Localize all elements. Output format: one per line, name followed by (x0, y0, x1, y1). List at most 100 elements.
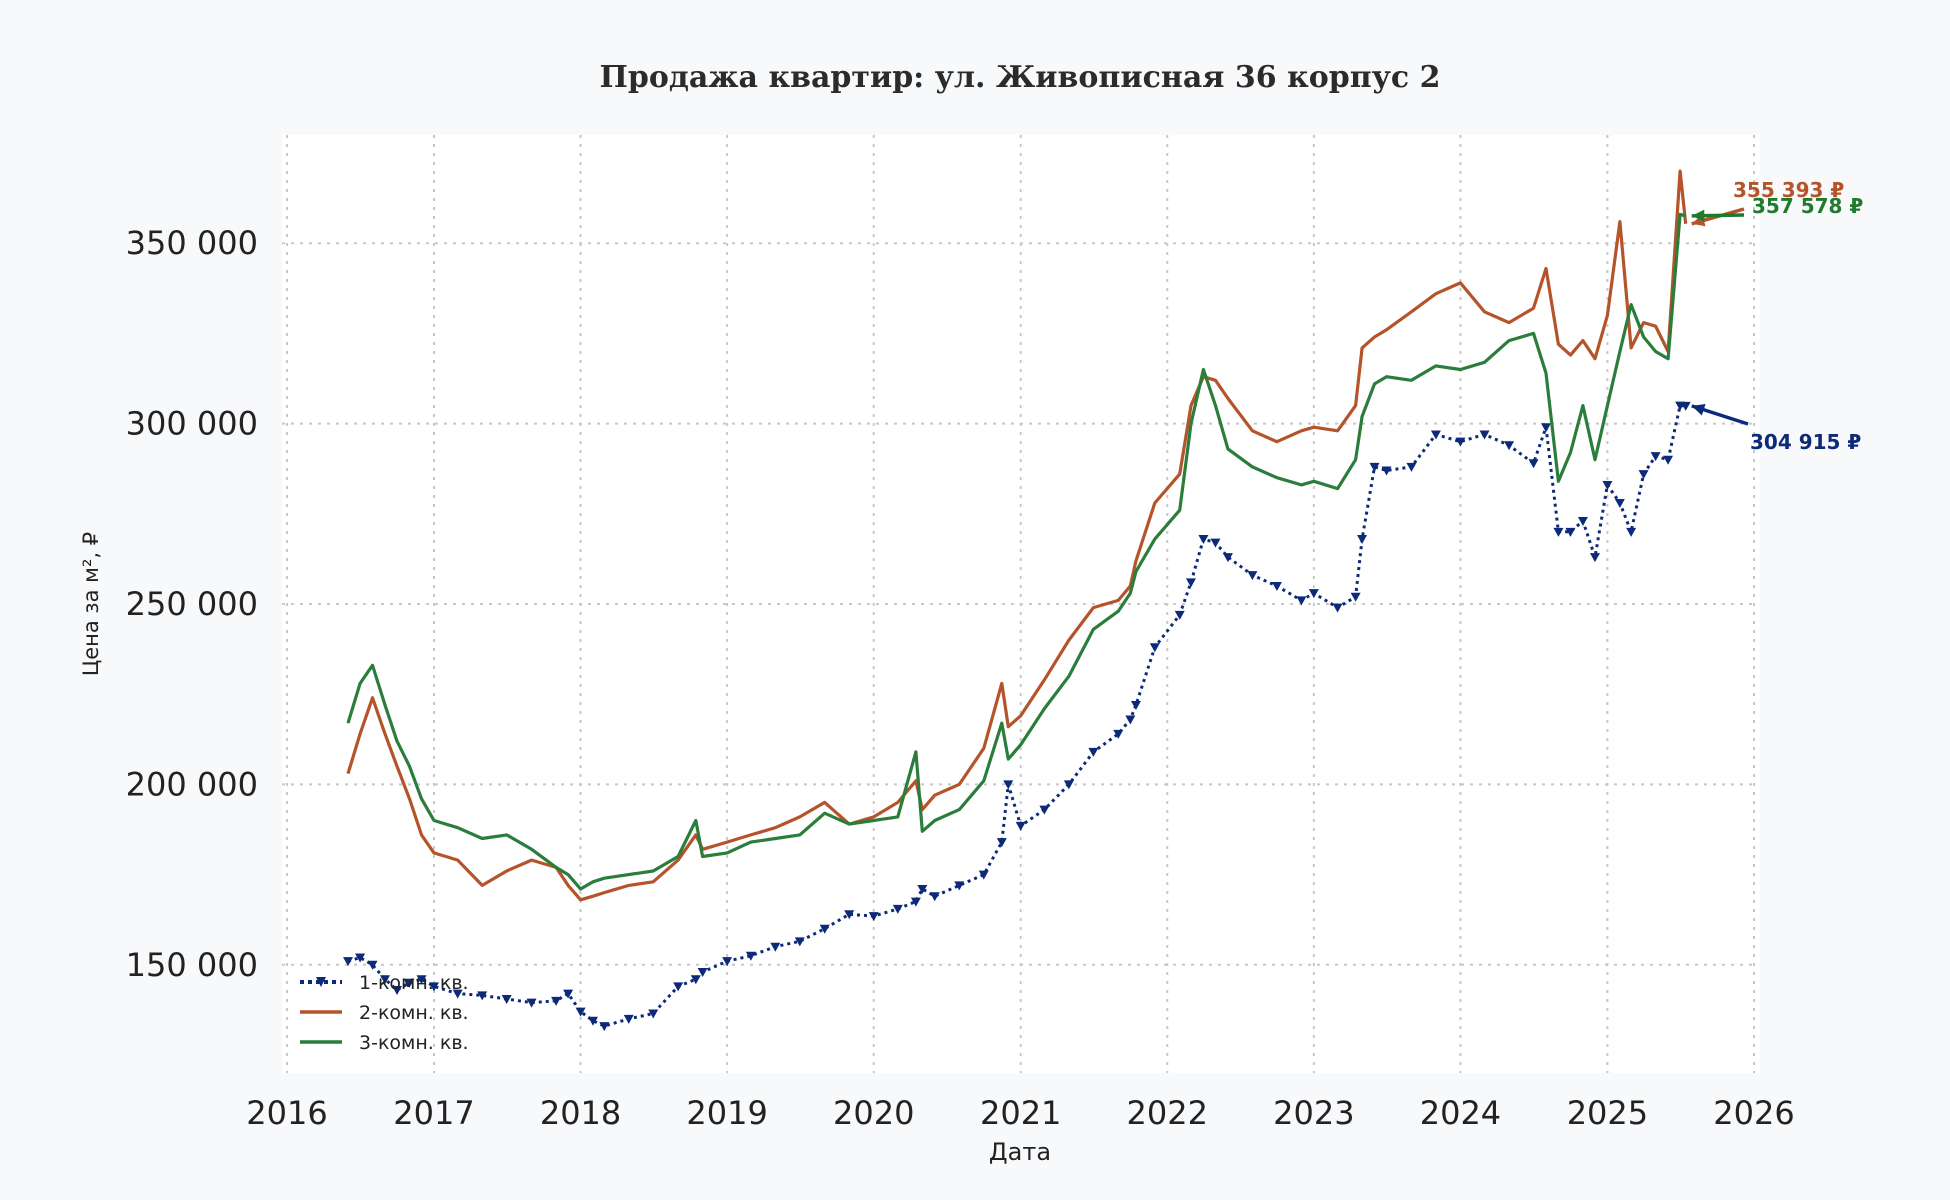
data-point-marker (1088, 747, 1099, 757)
data-point-marker (1113, 729, 1124, 739)
data-point-marker (1015, 821, 1026, 831)
data-point-marker (1369, 462, 1380, 472)
data-point-marker (1626, 527, 1637, 537)
data-point-marker (1650, 452, 1661, 462)
x-tick-label: 2022 (1127, 1094, 1208, 1132)
data-point-marker (648, 1009, 659, 1019)
legend-label: 3-комн. кв. (359, 1032, 469, 1054)
data-point-marker (1149, 643, 1160, 653)
data-point-marker (1350, 592, 1361, 602)
data-point-marker (1063, 780, 1074, 790)
legend-label: 2-комн. кв. (359, 1002, 469, 1024)
legend-marker (316, 977, 326, 987)
data-point-marker (1210, 538, 1221, 548)
data-point-marker (1602, 480, 1613, 490)
data-point-marker (379, 975, 390, 985)
data-point-marker (1614, 498, 1625, 508)
x-tick-label: 2018 (540, 1094, 621, 1132)
y-tick-label: 150 000 (126, 946, 258, 984)
data-point-marker (1247, 571, 1258, 581)
data-point-marker (404, 978, 415, 988)
data-point-marker (1528, 459, 1539, 469)
data-point-marker (1185, 578, 1196, 588)
y-tick-label: 200 000 (126, 765, 258, 803)
data-point-marker (428, 982, 439, 992)
data-point-marker (1222, 553, 1233, 563)
series-2-line (346, 169, 1688, 902)
annotation-arrowhead (1691, 209, 1705, 222)
series-3-line (346, 212, 1687, 891)
data-point-marker (794, 937, 805, 947)
legend: 1-комн. кв. 2-комн. кв. 3-комн. кв. (300, 972, 469, 1054)
x-tick-label: 2024 (1420, 1094, 1501, 1132)
data-point-marker (745, 951, 756, 961)
data-point-marker (697, 967, 708, 977)
x-tick-label: 2019 (686, 1094, 767, 1132)
data-point-marker (819, 924, 830, 934)
axes: 2016 2017 2018 2019 2020 2021 2022 2023 2024 2025… (126, 224, 1795, 1132)
data-point-marker (588, 1016, 599, 1026)
data-point-marker (501, 995, 512, 1005)
data-point-marker (367, 960, 378, 970)
data-point-marker (1663, 455, 1674, 465)
data-point-marker (599, 1022, 610, 1032)
data-point-marker (563, 989, 574, 999)
data-point-marker (1455, 437, 1466, 447)
data-point-marker (1589, 553, 1600, 563)
data-point-marker (416, 975, 427, 985)
data-point-marker (1430, 430, 1441, 440)
data-point-marker (1680, 401, 1691, 411)
data-point-marker (1565, 527, 1576, 537)
x-tick-label: 2020 (833, 1094, 914, 1132)
data-point-marker (996, 838, 1007, 848)
data-point-marker (343, 957, 354, 967)
data-point-marker (392, 986, 403, 996)
data-point-marker (770, 942, 781, 952)
data-point-marker (1125, 715, 1136, 725)
data-point-marker (1332, 603, 1343, 613)
data-point-marker (1553, 527, 1564, 537)
data-point-marker (452, 989, 463, 999)
data-point-marker (1577, 517, 1588, 527)
data-point-marker (673, 982, 684, 992)
data-point-marker (929, 892, 940, 902)
data-point-marker (575, 1007, 586, 1017)
data-point-marker (1174, 610, 1185, 620)
data-point-marker (1406, 462, 1417, 472)
data-point-marker (1638, 470, 1649, 480)
annotations: 304 915 ₽ 355 393 ₽357 578 ₽ (1691, 178, 1863, 454)
data-point-marker (623, 1014, 634, 1024)
y-tick-label: 350 000 (126, 224, 258, 262)
x-axis-label: Дата (989, 1138, 1051, 1166)
y-tick-label: 300 000 (126, 405, 258, 443)
data-point-marker (1039, 805, 1050, 815)
legend-label: 1-комн. кв. (359, 972, 469, 994)
annotation-arrowhead (1691, 403, 1706, 416)
data-point-marker (892, 904, 903, 914)
data-point-marker (978, 870, 989, 880)
data-point-marker (722, 957, 733, 967)
x-tick-label: 2026 (1713, 1094, 1794, 1132)
data-point-marker (1003, 780, 1014, 790)
data-point-marker (917, 885, 928, 895)
x-tick-label: 2023 (1273, 1094, 1354, 1132)
x-tick-label: 2025 (1567, 1094, 1648, 1132)
data-point-marker (1479, 430, 1490, 440)
data-point-marker (477, 991, 488, 1001)
data-point-marker (355, 953, 366, 963)
data-point-marker (844, 910, 855, 920)
y-tick-label: 250 000 (126, 585, 258, 623)
x-tick-label: 2016 (246, 1094, 327, 1132)
data-point-marker (1296, 596, 1307, 606)
data-point-marker (910, 897, 921, 907)
annotation-label: 357 578 ₽ (1752, 194, 1863, 218)
data-point-marker (1540, 423, 1551, 433)
data-point-marker (526, 998, 537, 1008)
annotation-label: 304 915 ₽ (1750, 430, 1861, 454)
annotation-label: 355 393 ₽ (1733, 178, 1844, 202)
data-point-marker (1357, 535, 1368, 545)
grid (282, 135, 1755, 1073)
data-point-marker (1198, 535, 1209, 545)
